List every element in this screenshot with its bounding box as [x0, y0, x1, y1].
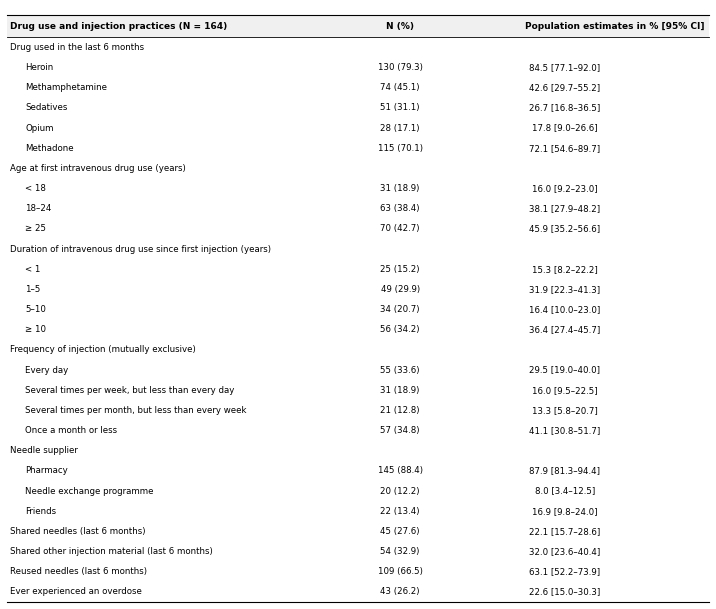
Text: 1–5: 1–5 — [25, 285, 41, 294]
Text: 55 (33.6): 55 (33.6) — [380, 365, 420, 375]
Text: 84.5 [77.1–92.0]: 84.5 [77.1–92.0] — [529, 63, 601, 72]
Text: 72.1 [54.6–89.7]: 72.1 [54.6–89.7] — [529, 144, 601, 153]
Text: 45.9 [35.2–56.6]: 45.9 [35.2–56.6] — [529, 224, 601, 233]
Text: < 1: < 1 — [25, 265, 41, 273]
Text: 20 (12.2): 20 (12.2) — [380, 487, 420, 496]
Text: 31 (18.9): 31 (18.9) — [380, 385, 420, 395]
Text: 43 (26.2): 43 (26.2) — [380, 588, 420, 596]
Text: 41.1 [30.8–51.7]: 41.1 [30.8–51.7] — [529, 426, 601, 435]
Text: 22.6 [15.0–30.3]: 22.6 [15.0–30.3] — [529, 588, 601, 596]
Text: 21 (12.8): 21 (12.8) — [380, 406, 420, 415]
Text: 130 (79.3): 130 (79.3) — [377, 63, 422, 72]
Text: ≥ 25: ≥ 25 — [25, 224, 47, 233]
Text: 31.9 [22.3–41.3]: 31.9 [22.3–41.3] — [529, 285, 601, 294]
Text: 26.7 [16.8–36.5]: 26.7 [16.8–36.5] — [529, 104, 601, 112]
Text: 115 (70.1): 115 (70.1) — [377, 144, 422, 153]
Text: Every day: Every day — [25, 365, 69, 375]
Text: 56 (34.2): 56 (34.2) — [380, 325, 420, 334]
Text: 16.9 [9.8–24.0]: 16.9 [9.8–24.0] — [532, 507, 598, 516]
Text: 25 (15.2): 25 (15.2) — [380, 265, 420, 273]
Text: 13.3 [5.8–20.7]: 13.3 [5.8–20.7] — [532, 406, 598, 415]
Text: Pharmacy: Pharmacy — [25, 466, 68, 476]
Text: 31 (18.9): 31 (18.9) — [380, 184, 420, 193]
Text: 15.3 [8.2–22.2]: 15.3 [8.2–22.2] — [532, 265, 598, 273]
Text: 57 (34.8): 57 (34.8) — [380, 426, 420, 435]
Text: Opium: Opium — [25, 124, 54, 133]
Text: 18–24: 18–24 — [25, 204, 52, 213]
Text: Drug used in the last 6 months: Drug used in the last 6 months — [10, 43, 144, 52]
Text: 28 (17.1): 28 (17.1) — [380, 124, 420, 133]
Text: Population estimates in % [95% CI]: Population estimates in % [95% CI] — [525, 22, 705, 30]
Text: 51 (31.1): 51 (31.1) — [380, 104, 420, 112]
Text: 34 (20.7): 34 (20.7) — [380, 305, 420, 314]
Bar — [7, 15, 709, 37]
Text: Sedatives: Sedatives — [25, 104, 68, 112]
Text: 22.1 [15.7–28.6]: 22.1 [15.7–28.6] — [529, 527, 601, 536]
Text: Heroin: Heroin — [25, 63, 54, 72]
Text: 42.6 [29.7–55.2]: 42.6 [29.7–55.2] — [529, 83, 601, 92]
Text: Age at first intravenous drug use (years): Age at first intravenous drug use (years… — [10, 164, 185, 173]
Text: Frequency of injection (mutually exclusive): Frequency of injection (mutually exclusi… — [10, 345, 195, 354]
Text: 63.1 [52.2–73.9]: 63.1 [52.2–73.9] — [529, 568, 601, 576]
Text: 32.0 [23.6–40.4]: 32.0 [23.6–40.4] — [529, 547, 601, 556]
Text: 29.5 [19.0–40.0]: 29.5 [19.0–40.0] — [530, 365, 601, 375]
Text: 16.4 [10.0–23.0]: 16.4 [10.0–23.0] — [529, 305, 601, 314]
Text: 16.0 [9.5–22.5]: 16.0 [9.5–22.5] — [532, 385, 598, 395]
Text: 45 (27.6): 45 (27.6) — [380, 527, 420, 536]
Text: Once a month or less: Once a month or less — [25, 426, 117, 435]
Text: 22 (13.4): 22 (13.4) — [380, 507, 420, 516]
Text: 17.8 [9.0–26.6]: 17.8 [9.0–26.6] — [532, 124, 598, 133]
Text: 5–10: 5–10 — [25, 305, 47, 314]
Text: 38.1 [27.9–48.2]: 38.1 [27.9–48.2] — [529, 204, 601, 213]
Text: < 18: < 18 — [25, 184, 47, 193]
Text: Needle exchange programme: Needle exchange programme — [25, 487, 154, 496]
Text: Friends: Friends — [25, 507, 57, 516]
Text: Ever experienced an overdose: Ever experienced an overdose — [10, 588, 142, 596]
Text: Shared needles (last 6 months): Shared needles (last 6 months) — [10, 527, 145, 536]
Text: 87.9 [81.3–94.4]: 87.9 [81.3–94.4] — [530, 466, 601, 476]
Text: 145 (88.4): 145 (88.4) — [377, 466, 422, 476]
Text: Duration of intravenous drug use since first injection (years): Duration of intravenous drug use since f… — [10, 245, 271, 253]
Text: 16.0 [9.2–23.0]: 16.0 [9.2–23.0] — [532, 184, 598, 193]
Text: 63 (38.4): 63 (38.4) — [380, 204, 420, 213]
Text: Shared other injection material (last 6 months): Shared other injection material (last 6 … — [10, 547, 213, 556]
Text: Needle supplier: Needle supplier — [10, 446, 78, 456]
Text: 109 (66.5): 109 (66.5) — [377, 568, 422, 576]
Text: Methadone: Methadone — [25, 144, 74, 153]
Text: 8.0 [3.4–12.5]: 8.0 [3.4–12.5] — [535, 487, 595, 496]
Text: Reused needles (last 6 months): Reused needles (last 6 months) — [10, 568, 147, 576]
Text: Several times per month, but less than every week: Several times per month, but less than e… — [25, 406, 247, 415]
Text: Several times per week, but less than every day: Several times per week, but less than ev… — [25, 385, 235, 395]
Text: N (%): N (%) — [386, 22, 414, 30]
Text: Methamphetamine: Methamphetamine — [25, 83, 107, 92]
Text: 70 (42.7): 70 (42.7) — [380, 224, 420, 233]
Text: 49 (29.9): 49 (29.9) — [380, 285, 420, 294]
Text: 36.4 [27.4–45.7]: 36.4 [27.4–45.7] — [529, 325, 601, 334]
Text: Drug use and injection practices (N = 164): Drug use and injection practices (N = 16… — [10, 22, 227, 30]
Text: 74 (45.1): 74 (45.1) — [380, 83, 420, 92]
Text: 54 (32.9): 54 (32.9) — [380, 547, 420, 556]
Text: ≥ 10: ≥ 10 — [25, 325, 47, 334]
